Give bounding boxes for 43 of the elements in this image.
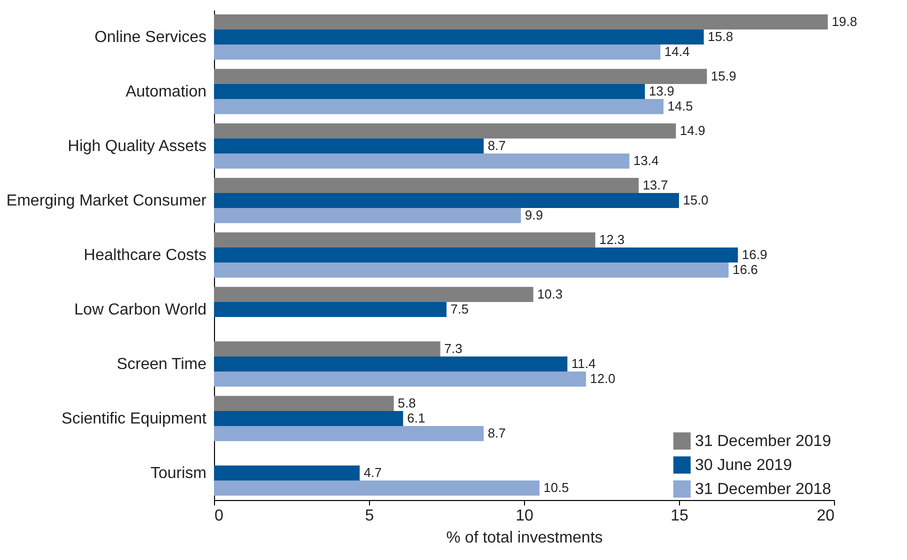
data-label: 9.9 (524, 208, 543, 223)
data-label: 13.7 (642, 177, 668, 192)
data-label: 8.7 (488, 138, 506, 153)
x-tick-label: 10 (516, 508, 534, 524)
data-label: 7.5 (450, 302, 469, 317)
data-label: 11.4 (571, 356, 596, 372)
data-label: 12.0 (590, 371, 616, 386)
x-axis-title: % of total investments (446, 530, 603, 546)
data-label: 13.4 (633, 153, 659, 168)
y-tick-label: Emerging Market Consumer (6, 192, 208, 210)
data-label: 16.9 (742, 247, 768, 262)
data-label: 14.4 (664, 44, 690, 60)
data-label: 10.5 (544, 480, 569, 496)
data-label: 15.9 (710, 68, 736, 84)
x-tick-label: 5 (365, 508, 374, 524)
y-tick-label: High Quality Assets (68, 138, 206, 155)
data-label: 8.7 (488, 426, 506, 441)
y-tick-label: Automation (126, 83, 206, 100)
x-tick-label: 0 (214, 508, 224, 524)
y-tick-label: Screen Time (116, 356, 207, 374)
data-label: 15.0 (683, 192, 708, 208)
legend-label: 30 June 2019 (695, 457, 792, 474)
data-label: 16.6 (732, 262, 758, 278)
y-tick-label: Online Services (94, 28, 206, 46)
y-tick-label: Tourism (150, 465, 206, 482)
data-label: 12.3 (599, 232, 625, 247)
x-tick-label: 20 (816, 508, 835, 524)
legend-label: 31 December 2019 (695, 433, 832, 450)
y-tick-label: Low Carbon World (74, 302, 206, 319)
data-label: 10.3 (537, 286, 563, 302)
data-label: 14.9 (680, 122, 706, 138)
data-label: 4.7 (364, 465, 382, 480)
data-label: 14.5 (668, 98, 693, 114)
data-label: 7.3 (444, 340, 462, 356)
legend-label: 31 December 2018 (695, 481, 832, 498)
y-tick-label: Scientific Equipment (62, 410, 208, 428)
y-tick-label: Healthcare Costs (84, 247, 206, 264)
data-label: 15.8 (708, 28, 734, 44)
data-label: 6.1 (407, 410, 426, 426)
data-label: 5.8 (398, 395, 416, 410)
data-label: 13.9 (648, 83, 674, 98)
data-label: 19.8 (832, 14, 858, 29)
x-tick-label: 15 (670, 508, 688, 524)
